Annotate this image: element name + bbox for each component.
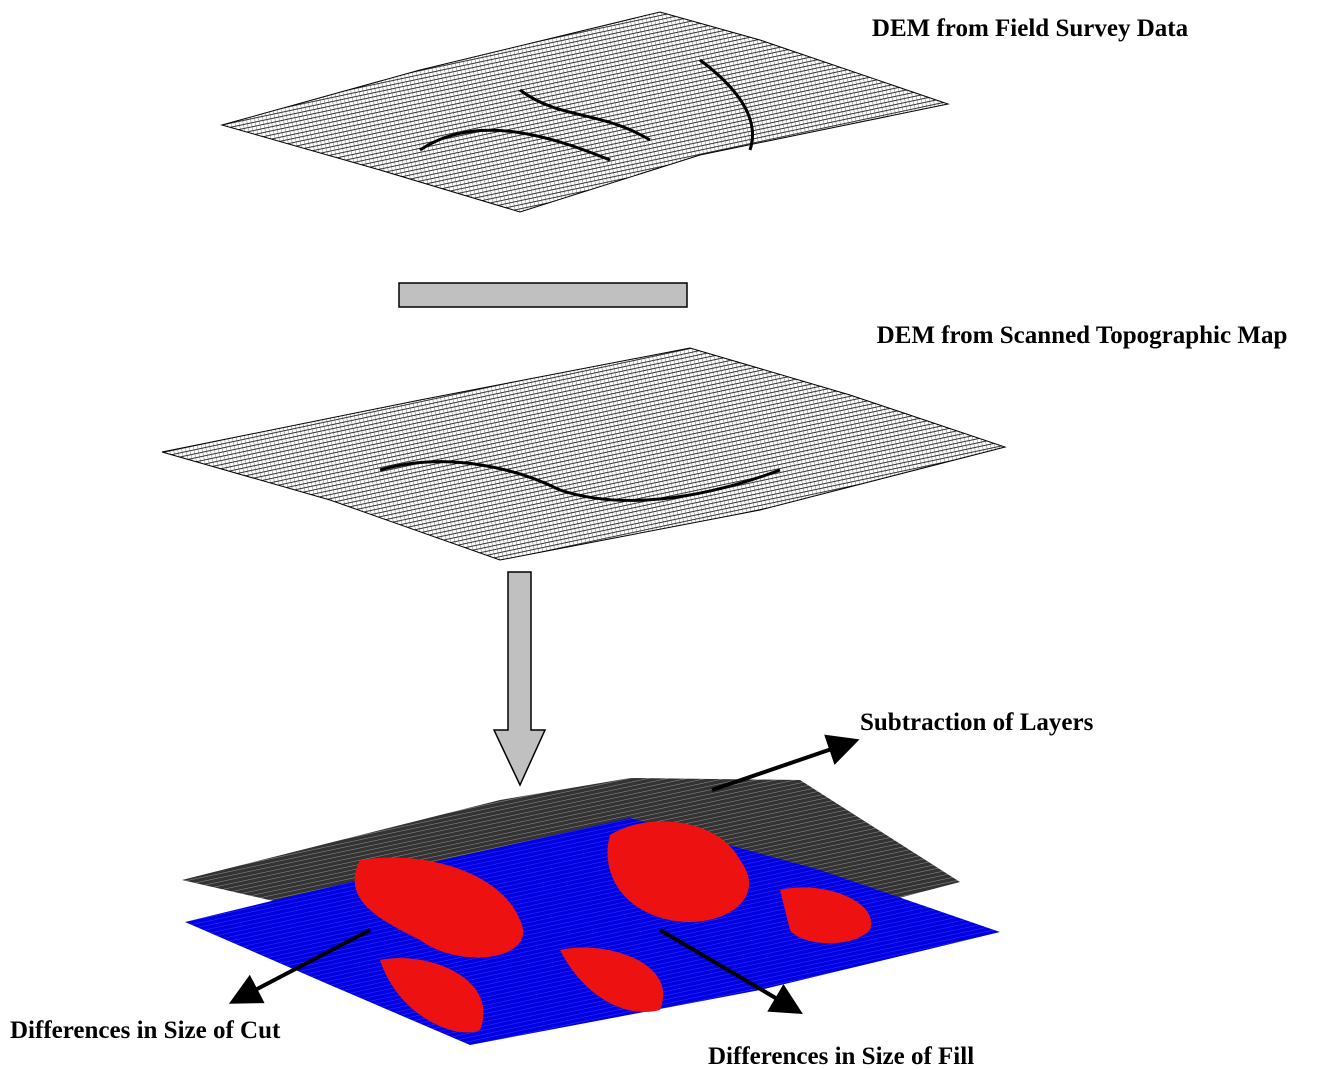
down-arrow xyxy=(494,572,545,785)
label: DEM from Field Survey Data xyxy=(872,15,1189,42)
minus-sign xyxy=(399,283,687,307)
diagram: DEM from Field Survey Data DEM from Scan… xyxy=(0,0,1332,1070)
dem-surface xyxy=(222,12,948,212)
label: Differences in Size of Fill xyxy=(708,1043,974,1070)
label: Subtraction of Layers xyxy=(860,709,1094,736)
label: DEM from Scanned Topographic Map xyxy=(877,322,1288,349)
dem-surface xyxy=(162,348,1005,560)
label: Differences in Size of Cut xyxy=(10,1017,281,1044)
